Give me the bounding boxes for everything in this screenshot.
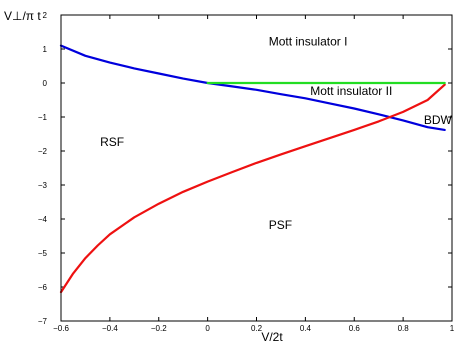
x-tick-label: 0.4 bbox=[300, 324, 312, 333]
y-tick-label: −2 bbox=[38, 147, 48, 156]
x-tick-label: 0.6 bbox=[349, 324, 361, 333]
region-label-mott-insulator-ii: Mott insulator II bbox=[310, 84, 392, 98]
x-tick-label: −0.2 bbox=[151, 324, 167, 333]
y-tick-label: −1 bbox=[38, 113, 48, 122]
y-tick-label: −4 bbox=[38, 215, 48, 224]
x-tick-label: 0.8 bbox=[398, 324, 410, 333]
x-tick-label: 1 bbox=[450, 324, 455, 333]
y-tick-label: −3 bbox=[38, 181, 48, 190]
y-tick-label: 0 bbox=[43, 79, 48, 88]
y-tick-label: −6 bbox=[38, 283, 48, 292]
region-label-mott-insulator-i: Mott insulator I bbox=[269, 35, 348, 49]
x-tick-label: −0.4 bbox=[102, 324, 118, 333]
y-tick-label: −7 bbox=[38, 317, 48, 326]
x-tick-label: −0.6 bbox=[53, 324, 69, 333]
x-tick-label: 0.2 bbox=[251, 324, 263, 333]
annotation-layer: Mott insulator I Mott insulator II BDW RSF P… bbox=[100, 35, 452, 233]
x-axis-title: V/2t bbox=[261, 330, 283, 344]
region-label-psf: PSF bbox=[269, 218, 292, 232]
y-tick-label: −5 bbox=[38, 249, 48, 258]
series-line-2 bbox=[59, 83, 446, 294]
y-tick-label: 2 bbox=[43, 11, 48, 20]
plot-frame bbox=[60, 14, 453, 322]
y-axis-title: V⊥/π t bbox=[4, 9, 41, 23]
series-line-1 bbox=[59, 44, 446, 131]
region-label-rsf: RSF bbox=[100, 135, 124, 149]
y-tick-label: 1 bbox=[43, 45, 48, 54]
region-label-bdw: BDW bbox=[424, 113, 453, 127]
series-layer bbox=[59, 44, 446, 294]
x-tick-label: 0 bbox=[205, 324, 210, 333]
